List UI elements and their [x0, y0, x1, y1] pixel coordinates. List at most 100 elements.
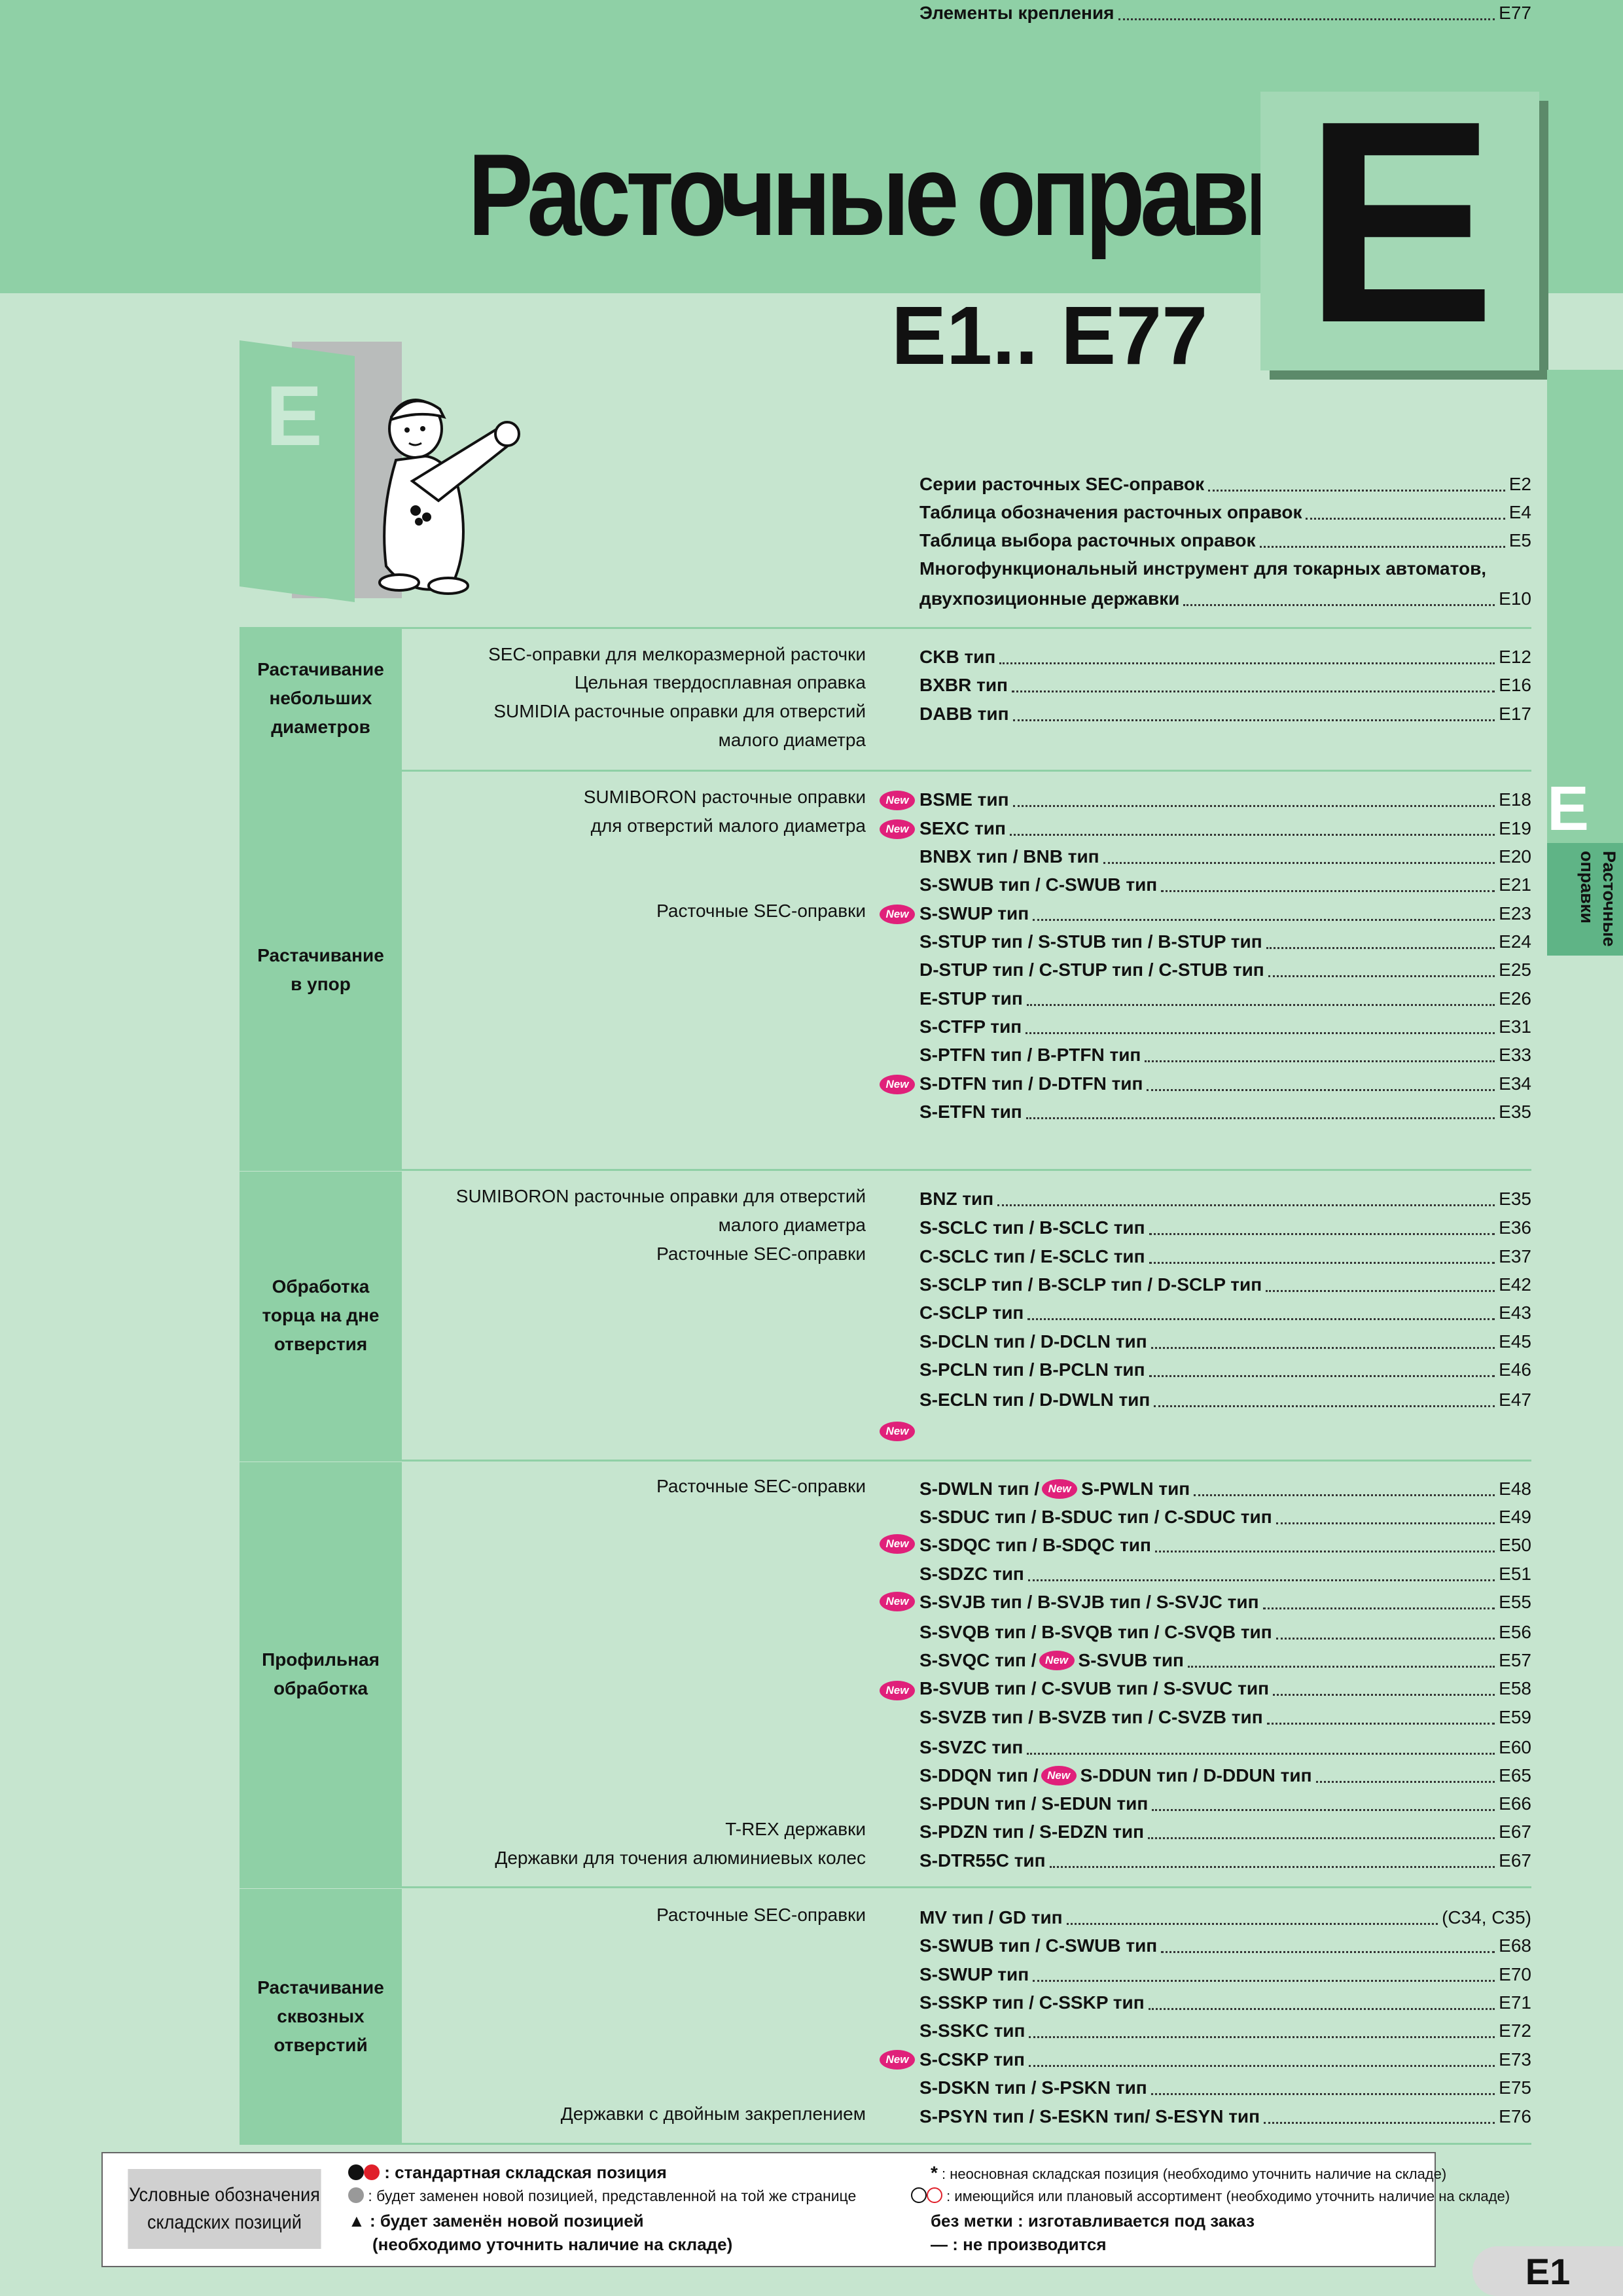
new-badge-icon: New	[880, 819, 915, 839]
toc-entry[interactable]: BNBX тип / BNB тип E20	[919, 844, 1531, 870]
toc-entry[interactable]: S-SSKP тип / C-SSKP тип E71	[919, 1990, 1531, 2016]
toc-entry[interactable]: MV тип / GD тип (C34, C35)	[919, 1905, 1531, 1931]
leader-dots	[1259, 545, 1505, 548]
entry-page: E75	[1499, 2077, 1531, 2098]
leader-dots	[1029, 2036, 1495, 2038]
legend-standard: : стандартная складская позиция	[348, 2162, 667, 2183]
side-tab[interactable]	[1547, 843, 1623, 956]
new-badge-icon: New	[880, 791, 915, 810]
toc-entry[interactable]: S-SVQC тип / New S-SVUB тип E57	[919, 1647, 1531, 1674]
leader-dots	[1145, 1060, 1495, 1062]
toc-entry[interactable]: S-DCLN тип / D-DCLN тип E45	[919, 1329, 1531, 1355]
entry-name: S-STUP тип / S-STUB тип / B-STUP тип	[919, 931, 1262, 952]
leader-dots	[1306, 517, 1505, 520]
toc-entry[interactable]: S-CSKP тип E73	[919, 2047, 1531, 2073]
asterisk-icon: *	[931, 2162, 938, 2183]
entry-name: S-CSKP тип	[919, 2049, 1025, 2070]
toc-entry[interactable]: S-ECLN тип / D-DWLN тип E47	[919, 1387, 1531, 1413]
toc-entry[interactable]: S-DTFN тип / D-DTFN тип E34	[919, 1071, 1531, 1097]
entry-name: S-PSYN тип / S-ESKN тип/ S-ESYN тип	[919, 2106, 1260, 2126]
entry-page: (C34, C35)	[1442, 1907, 1531, 1928]
toc-entry[interactable]: Многофункциональный инструмент для токар…	[919, 556, 1531, 582]
entry-page: E55	[1499, 1592, 1531, 1612]
leader-dots	[1154, 1550, 1495, 1552]
entry-page: E2	[1508, 474, 1531, 494]
entry-name: C-SCLC тип / E-SCLC тип	[919, 1246, 1145, 1266]
toc-entry[interactable]: S-SCLC тип / B-SCLC тип E36	[919, 1215, 1531, 1241]
toc-entry[interactable]: S-SWUB тип / C-SWUB тип E68	[919, 1933, 1531, 1959]
leader-dots	[1150, 1346, 1495, 1349]
toc-entry[interactable]: S-CTFP тип E31	[919, 1014, 1531, 1040]
leader-dots	[1266, 1289, 1495, 1292]
toc-entry[interactable]: S-SVZC тип E60	[919, 1734, 1531, 1761]
toc-entry[interactable]: S-DTR55C тип E67	[919, 1848, 1531, 1874]
entry-name: S-DDQN тип /	[919, 1765, 1039, 1785]
toc-entry[interactable]: S-SSKC тип E72	[919, 2018, 1531, 2044]
toc-entry[interactable]: Серии расточных SEC-оправок E2	[919, 471, 1531, 497]
group-description: Державки для точения алюминиевых колес	[495, 1848, 866, 1868]
toc-entry[interactable]: S-SVZB тип / B-SVZB тип / C-SVZB тип E59	[919, 1704, 1531, 1731]
toc-entry[interactable]: D-STUP тип / C-STUP тип / C-STUB тип E25	[919, 957, 1531, 983]
legend-text: : будет заменён новой позицией	[369, 2211, 644, 2231]
group-description: Державки с двойным закреплением	[560, 2104, 866, 2124]
toc-entry[interactable]: SEXC тип E19	[919, 816, 1531, 842]
toc-entry[interactable]: двухпозиционные державки E10	[919, 586, 1531, 612]
toc-entry[interactable]: S-PSYN тип / S-ESKN тип/ S-ESYN тип E76	[919, 2104, 1531, 2130]
mascot-illustration	[378, 399, 520, 595]
toc-entry[interactable]: Таблица обозначения расточных оправок E4	[919, 499, 1531, 526]
entry-page: E23	[1499, 903, 1531, 924]
toc-entry[interactable]: S-DDQN тип / New S-DDUN тип / D-DDUN тип E6…	[919, 1763, 1531, 1789]
toc-entry[interactable]: S-DSKN тип / S-PSKN тип E75	[919, 2075, 1531, 2101]
toc-entry[interactable]: S-SDQC тип / B-SDQC тип E50	[919, 1532, 1531, 1558]
toc-entry[interactable]: S-SWUP тип E23	[919, 901, 1531, 927]
leader-dots	[1208, 489, 1505, 492]
toc-entry[interactable]: S-SWUP тип E70	[919, 1962, 1531, 1988]
toc-entry[interactable]: S-DWLN тип / New S-PWLN тип E48	[919, 1476, 1531, 1502]
section-letter-box: E	[1260, 79, 1539, 370]
toc-entry[interactable]: S-SDUC тип / B-SDUC тип / C-SDUC тип E49	[919, 1504, 1531, 1530]
new-badge-icon: New	[880, 1075, 915, 1094]
group-description: Расточные SEC-оправки	[656, 901, 866, 921]
side-tab-label: Расточные оправки	[1577, 851, 1619, 947]
toc-entry[interactable]: Таблица выбора расточных оправок E5	[919, 528, 1531, 554]
entry-name: S-DTFN тип / D-DTFN тип	[919, 1073, 1143, 1094]
entry-page: E45	[1499, 1331, 1531, 1352]
page-number: E1	[1472, 2246, 1623, 2296]
leader-dots	[1148, 2007, 1495, 2010]
entry-name: S-SVQB тип / B-SVQB тип / C-SVQB тип	[919, 1622, 1272, 1642]
toc-entry[interactable]: B-SVUB тип / C-SVUB тип / S-SVUC тип E58	[919, 1676, 1531, 1702]
new-badge-icon: New	[880, 1592, 915, 1611]
legend-text: без метки : изготавливается под заказ	[931, 2211, 1255, 2231]
toc-entry[interactable]: CKB тип E12	[919, 644, 1531, 670]
toc-entry[interactable]: S-SWUB тип / C-SWUB тип E21	[919, 872, 1531, 898]
toc-entry[interactable]: S-PDZN тип / S-EDZN тип E67	[919, 1819, 1531, 1845]
toc-entry[interactable]: S-SVQB тип / B-SVQB тип / C-SVQB тип E56	[919, 1619, 1531, 1645]
leader-dots	[1264, 2121, 1495, 2124]
leader-dots	[1149, 1261, 1495, 1264]
toc-entry[interactable]: BSME тип E18	[919, 787, 1531, 813]
entry-page: E16	[1499, 675, 1531, 695]
divider	[240, 1169, 1531, 1171]
toc-entry[interactable]: S-PCLN тип / B-PCLN тип E46	[919, 1357, 1531, 1383]
toc-entry[interactable]: S-ETFN тип E35	[919, 1099, 1531, 1125]
new-badge-icon: New	[880, 1422, 915, 1441]
toc-entry[interactable]: S-PDUN тип / S-EDUN тип E66	[919, 1791, 1531, 1817]
leader-dots	[1268, 975, 1495, 977]
toc-entry[interactable]: Элементы крепления E77	[919, 0, 1531, 26]
entry-page: E42	[1499, 1274, 1531, 1295]
toc-entry[interactable]: S-SDZC тип E51	[919, 1561, 1531, 1587]
toc-entry[interactable]: DABB тип E17	[919, 701, 1531, 727]
toc-entry[interactable]: C-SCLC тип / E-SCLC тип E37	[919, 1244, 1531, 1270]
divider	[240, 2143, 1531, 2145]
toc-entry[interactable]: C-SCLP тип E43	[919, 1300, 1531, 1326]
entry-name: S-ETFN тип	[919, 1102, 1022, 1122]
toc-entry[interactable]: BXBR тип E16	[919, 672, 1531, 698]
toc-entry[interactable]: S-SVJB тип / B-SVJB тип / S-SVJC тип E55	[919, 1589, 1531, 1615]
entry-name: S-SVZB тип / B-SVZB тип / C-SVZB тип	[919, 1707, 1263, 1727]
toc-entry[interactable]: S-SCLP тип / B-SCLP тип / D-SCLP тип E42	[919, 1272, 1531, 1298]
toc-entry[interactable]: E-STUP тип E26	[919, 986, 1531, 1012]
group-description: SEC-оправки для мелкоразмерной расточки	[488, 644, 866, 664]
toc-entry[interactable]: S-STUP тип / S-STUB тип / B-STUP тип E24	[919, 929, 1531, 955]
toc-entry[interactable]: S-PTFN тип / B-PTFN тип E33	[919, 1042, 1531, 1068]
toc-entry[interactable]: BNZ тип E35	[919, 1186, 1531, 1212]
